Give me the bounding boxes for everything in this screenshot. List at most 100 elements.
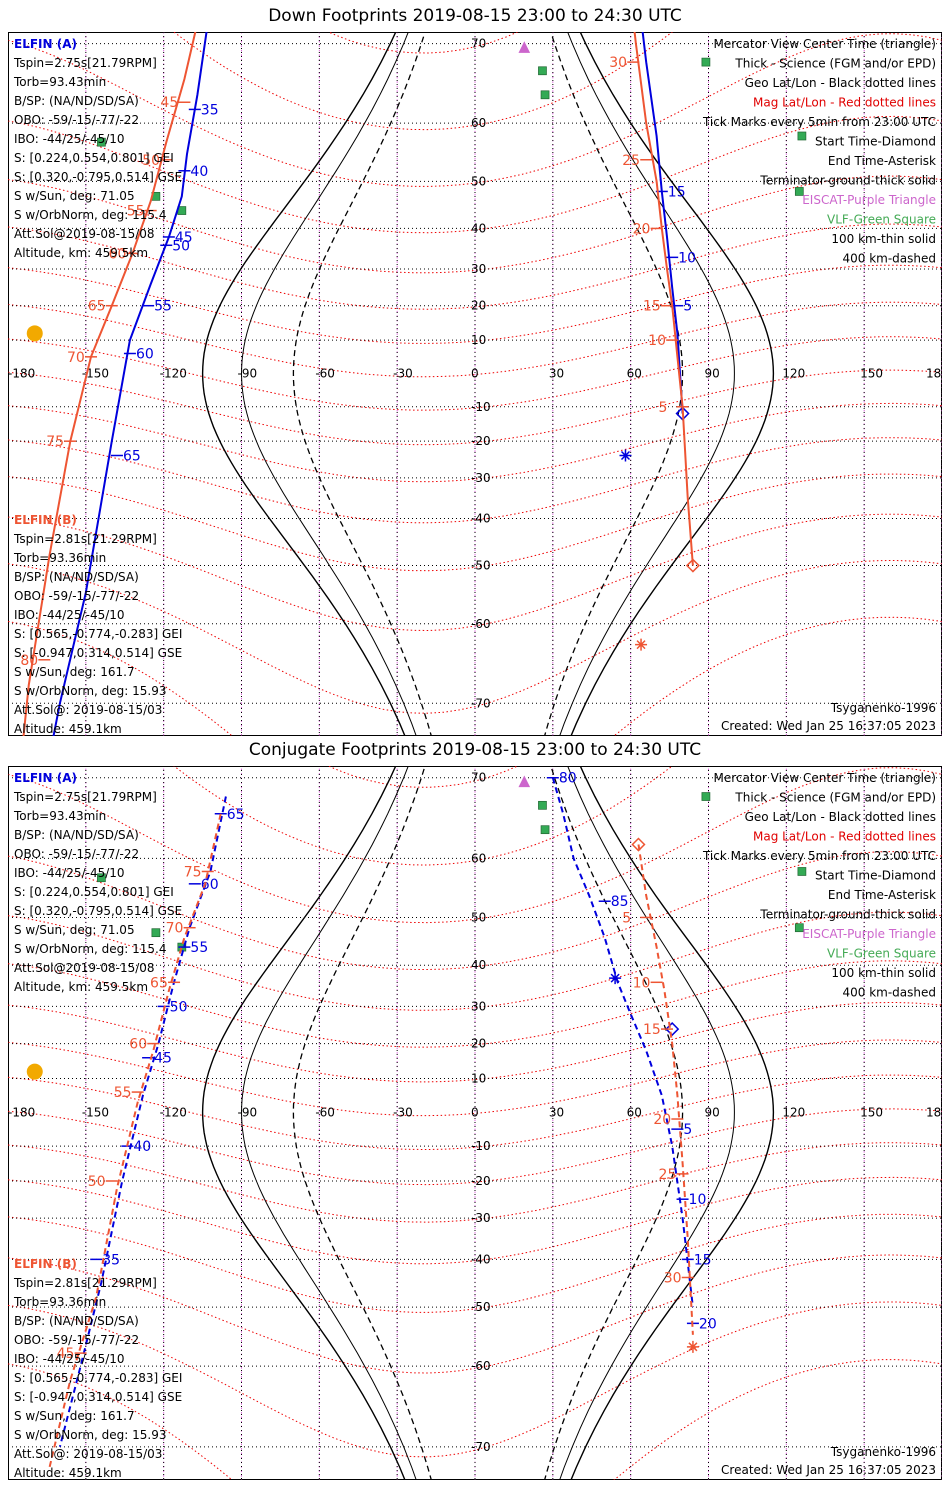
end-asterisk-icon [686,1340,699,1353]
vlf-square-icon [794,923,804,933]
elfin-b-info-line: Att.Sol@: 2019-08-15/03 [14,1447,162,1461]
mag-lat-line [8,559,942,714]
footprint-tick-label: 10 [648,333,666,349]
footprint-tick-label: 20 [653,1112,671,1128]
legend-line: End Time-Asterisk [828,154,936,168]
y-tick-label: 70 [471,771,486,785]
y-tick-label: -30 [471,1211,491,1225]
vlf-square-icon [97,137,106,147]
terminator-100km-line [559,766,735,1480]
y-tick-label: 20 [471,1037,486,1051]
vlf-square-icon [97,873,106,883]
footprint-tick-label: 70 [166,921,184,937]
elfin-a-info-line: B/SP: (NA/ND/SD/SA) [14,94,139,108]
footprint-tick-label: 20 [699,1316,717,1332]
legend-line: Terminator-ground-thick solid [759,174,936,188]
footprint-tick-label: 10 [633,975,651,991]
x-tick-label: -60 [315,366,335,380]
footprint-tick-label: 15 [694,1252,712,1268]
elfin-a-info-line: S w/OrbNorm, deg: 115.4 [14,942,166,956]
terminator-ground-line [570,32,775,736]
elfin-b-info-line: S w/OrbNorm, deg: 15.93 [14,684,166,698]
elfin-b-name: ELFIN (B) [14,1257,77,1271]
x-tick-label: 30 [549,366,564,380]
eiscat-triangle-icon [518,41,531,53]
footprint-tick-label: 10 [689,1192,707,1208]
start-diamond-icon [631,837,646,852]
footprint-tick-label: 80 [559,771,577,787]
terminator-100km-line [240,32,417,736]
created-label: Created: Wed Jan 25 16:37:05 2023 [721,719,936,733]
model-label: Tsyganenko-1996 [830,701,936,715]
terminator-100km-line [559,32,735,736]
footprint-tick-label: 75 [46,434,64,450]
footprint-tick-label: 60 [129,1037,147,1053]
elfin-a-info-line: B/SP: (NA/ND/SD/SA) [14,828,139,842]
elfin-a-footprint-line [551,777,694,1308]
legend-line: Mag Lat/Lon - Red dotted lines [753,96,936,110]
y-tick-label: 30 [471,262,486,276]
terminator-ground-line [201,766,406,1480]
elfin-b-footprint-line [48,813,222,1468]
elfin-a-info-line: OBO: -59/-15/-77/-22 [14,847,139,861]
footprint-tick-label: 60 [136,346,154,362]
vlf-square-icon [797,131,807,141]
elfin-a-info-line: S: [0.224,0.554,0.801] GEI [14,151,174,165]
footprint-tick-label: 45 [57,1346,75,1362]
model-label: Tsyganenko-1996 [830,1445,936,1459]
elfin-b-info-line: S: [-0.947,0.314,0.514] GSE [14,646,182,660]
legend-line: 100 km-thin solid [831,232,936,246]
legend-line: 400 km-dashed [842,986,936,1000]
start-diamond-icon [685,558,700,573]
x-tick-label: 90 [705,366,720,380]
y-tick-label: 20 [471,299,486,313]
vlf-square-icon [701,792,711,801]
legend-line: Start Time-Diamond [815,135,936,149]
footprint-tick-label: 75 [184,864,202,880]
elfin-b-info-line: Torb=93.36min [13,1295,106,1309]
footprint-tick-label: 40 [133,1139,151,1155]
footprint-tick-label: 40 [190,164,208,180]
footprint-tick-label: 5 [683,299,692,315]
footprint-tick-label: 15 [668,184,686,200]
y-tick-label: -40 [471,1252,491,1266]
x-tick-label: -180 [8,1105,35,1119]
elfin-a-footprint-line [58,796,227,1448]
footprint-tick-label: 35 [102,1252,120,1268]
footprint-tick-label: 5 [659,400,668,416]
y-tick-label: -70 [471,1440,491,1454]
footprint-tick-label: 50 [142,153,160,169]
elfin-a-footprint-line [641,32,684,414]
elfin-a-info-line: Att.Sol@2019-08-15/08 [14,227,155,241]
x-tick-label: 90 [705,1105,720,1119]
elfin-a-info-line: Att.Sol@2019-08-15/08 [14,961,155,975]
footprint-tick-label: 55 [154,299,172,315]
elfin-b-footprint-line [633,32,694,566]
footprint-tick-label: 65 [88,299,106,315]
vlf-square-icon [701,57,711,67]
x-tick-label: 60 [627,366,642,380]
footprint-tick-label: 65 [227,807,245,823]
elfin-a-info-line: Altitude, km: 459.5km [14,980,148,994]
x-tick-label: 180 [926,366,942,380]
elfin-a-info-line: S w/OrbNorm, deg: 115.4 [14,208,166,222]
footprint-tick-label: 55 [114,1085,132,1101]
legend-line: Geo Lat/Lon - Black dotted lines [745,810,936,824]
vlf-square-icon [151,928,161,938]
y-tick-label: 30 [471,999,486,1013]
y-tick-label: 40 [471,221,486,235]
x-tick-label: 0 [471,1105,479,1119]
legend-line: Start Time-Diamond [815,869,936,883]
legend-line: Thick - Science (FGM and/or EPD) [734,57,936,71]
y-tick-label: 50 [471,174,486,188]
footprint-tick-label: 65 [150,975,168,991]
footprint-tick-label: 45 [154,1051,172,1067]
legend-line: EISCAT-Purple Triangle [802,927,936,941]
x-tick-label: 0 [471,366,479,380]
terminator-ground-line [201,32,406,736]
elfin-b-info-line: B/SP: (NA/ND/SD/SA) [14,570,139,584]
terminator-ground-line [570,766,775,1480]
sun-icon [26,1063,43,1080]
footprint-tick-label: 15 [643,1022,661,1038]
elfin-a-info-line: Torb=93.43min [13,809,106,823]
